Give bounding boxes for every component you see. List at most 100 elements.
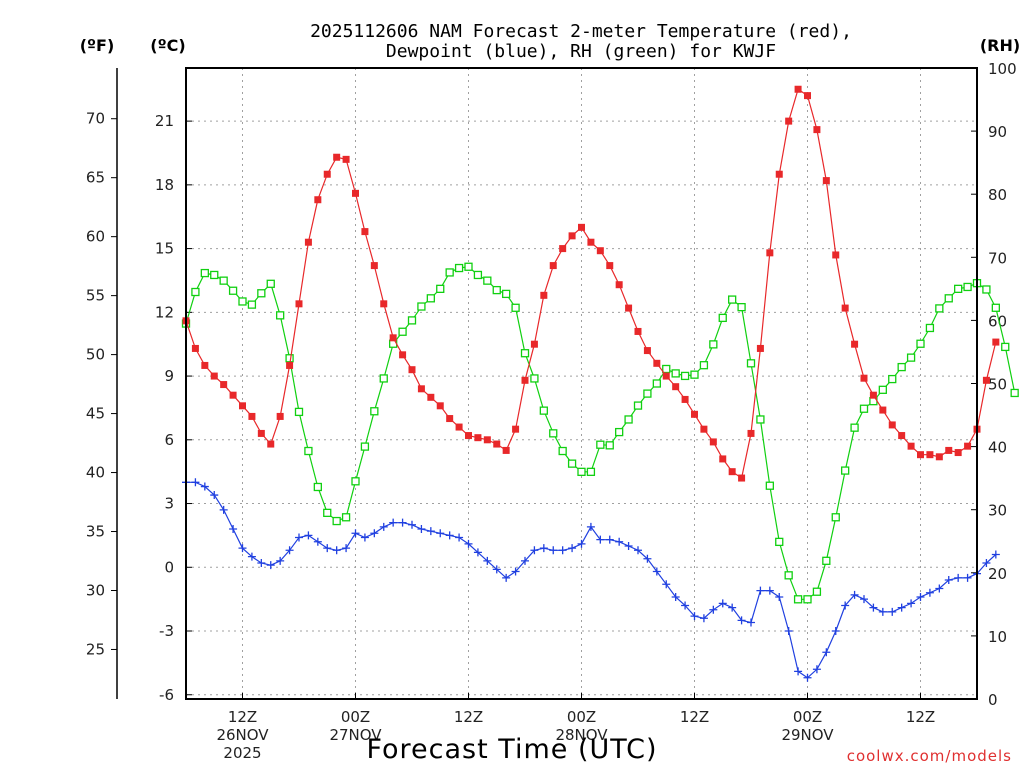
rh-point [643,389,652,398]
chart-title-line-1: 2025112606 NAM Forecast 2-meter Temperat… [310,21,852,42]
temperature-point [728,468,736,476]
dewpoint-point [690,612,699,621]
rh-point [954,284,963,294]
rh-tick-label: 60 [988,312,1007,330]
dewpoint-point [963,573,972,582]
temperature-point [898,432,906,440]
dewpoint-point [502,573,511,582]
celsius-tick-label: 15 [155,240,174,258]
rh-point [549,429,558,438]
temperature-point [191,344,199,352]
temperature-point [465,432,472,440]
temperature-point [257,429,265,437]
plot-frame [185,67,978,700]
rh-point [360,442,370,451]
celsius-tick-label: -6 [159,686,174,704]
temperature-point [766,249,774,257]
temperature-point [304,238,312,246]
rh-point [426,294,435,303]
dewpoint-point [276,556,285,565]
fahrenheit-tick-label: 55 [86,287,105,305]
rh-point [718,313,727,323]
dewpoint-point [295,533,303,542]
celsius-tick-label: 6 [164,431,174,449]
dewpoint-point [756,586,765,595]
dewpoint-point [417,525,426,534]
temperature-point [512,425,520,433]
temperature-point [314,196,322,204]
rh-point [238,297,247,306]
dewpoint-point [464,539,473,548]
rh-tick-label: 90 [988,123,1007,141]
temperature-point [267,440,275,448]
dewpoint-point [210,491,219,500]
dewpoint-point [634,546,642,555]
rh-point [624,415,633,424]
dewpoint-point [313,537,322,546]
x-axis-label: Forecast Time (UTC) [366,734,657,765]
temperature-point [615,281,623,289]
temperature-point [700,425,708,433]
rh-point [897,362,906,372]
dewpoint-point [521,556,529,565]
rh-point [822,556,831,565]
dewpoint-point [596,535,605,544]
fahrenheit-tick-label: 50 [86,346,105,364]
credit-label: coolwx.com/models [847,747,1012,765]
dewpoint-line [186,481,997,679]
rh-point [888,374,897,384]
rh-tick-label: 50 [988,376,1007,394]
dewpoint-point [605,535,614,544]
rh-point [276,311,285,320]
rh-point [398,327,407,336]
temperature-point [813,126,821,134]
dewpoint-point [982,559,991,568]
rh-point [812,587,822,596]
temperature-point [945,446,953,454]
rh-point [483,276,492,285]
rh-point [492,285,501,295]
dewpoint-point [699,614,708,623]
temperature-point [643,347,651,355]
temperature-point [662,372,670,380]
dewpoint-point [671,593,680,602]
fahrenheit-tick-label: 30 [86,581,105,599]
dewpoint-point [812,665,821,674]
rh-point [746,359,756,368]
dewpoint-point [991,550,1000,559]
rh-point [454,263,464,273]
rh-point [841,466,850,475]
temperature-point [653,359,661,367]
x-tick-label: 2025 [223,744,261,762]
rh-point [925,323,935,333]
temperature-point [295,300,303,308]
rh-point [784,571,793,580]
fahrenheit-tick-label: 65 [86,169,105,187]
dewpoint-point [219,505,228,514]
temperature-point [785,117,793,125]
dewpoint-point [351,529,360,538]
rh-point [615,427,624,437]
temperature-point [747,429,755,437]
rh-point [567,459,577,468]
temperature-point [869,391,877,399]
temperature-point [389,334,397,342]
celsius-tick-label: 3 [164,495,174,513]
rh-point [351,477,360,486]
temperature-point [333,153,341,161]
rh-point [859,404,869,413]
temperature-point [239,402,246,410]
rh-point [765,481,774,490]
rh-line [185,266,1016,600]
rh-point [756,415,765,424]
temperature-point [625,304,633,312]
temperature-point [493,440,501,448]
temperature-point [775,170,783,178]
x-tick-label: 00Z [793,708,822,726]
rh-tick-label: 10 [988,628,1007,646]
rh-point [652,379,661,388]
rh-point [586,467,596,476]
dewpoint-point [643,554,652,563]
